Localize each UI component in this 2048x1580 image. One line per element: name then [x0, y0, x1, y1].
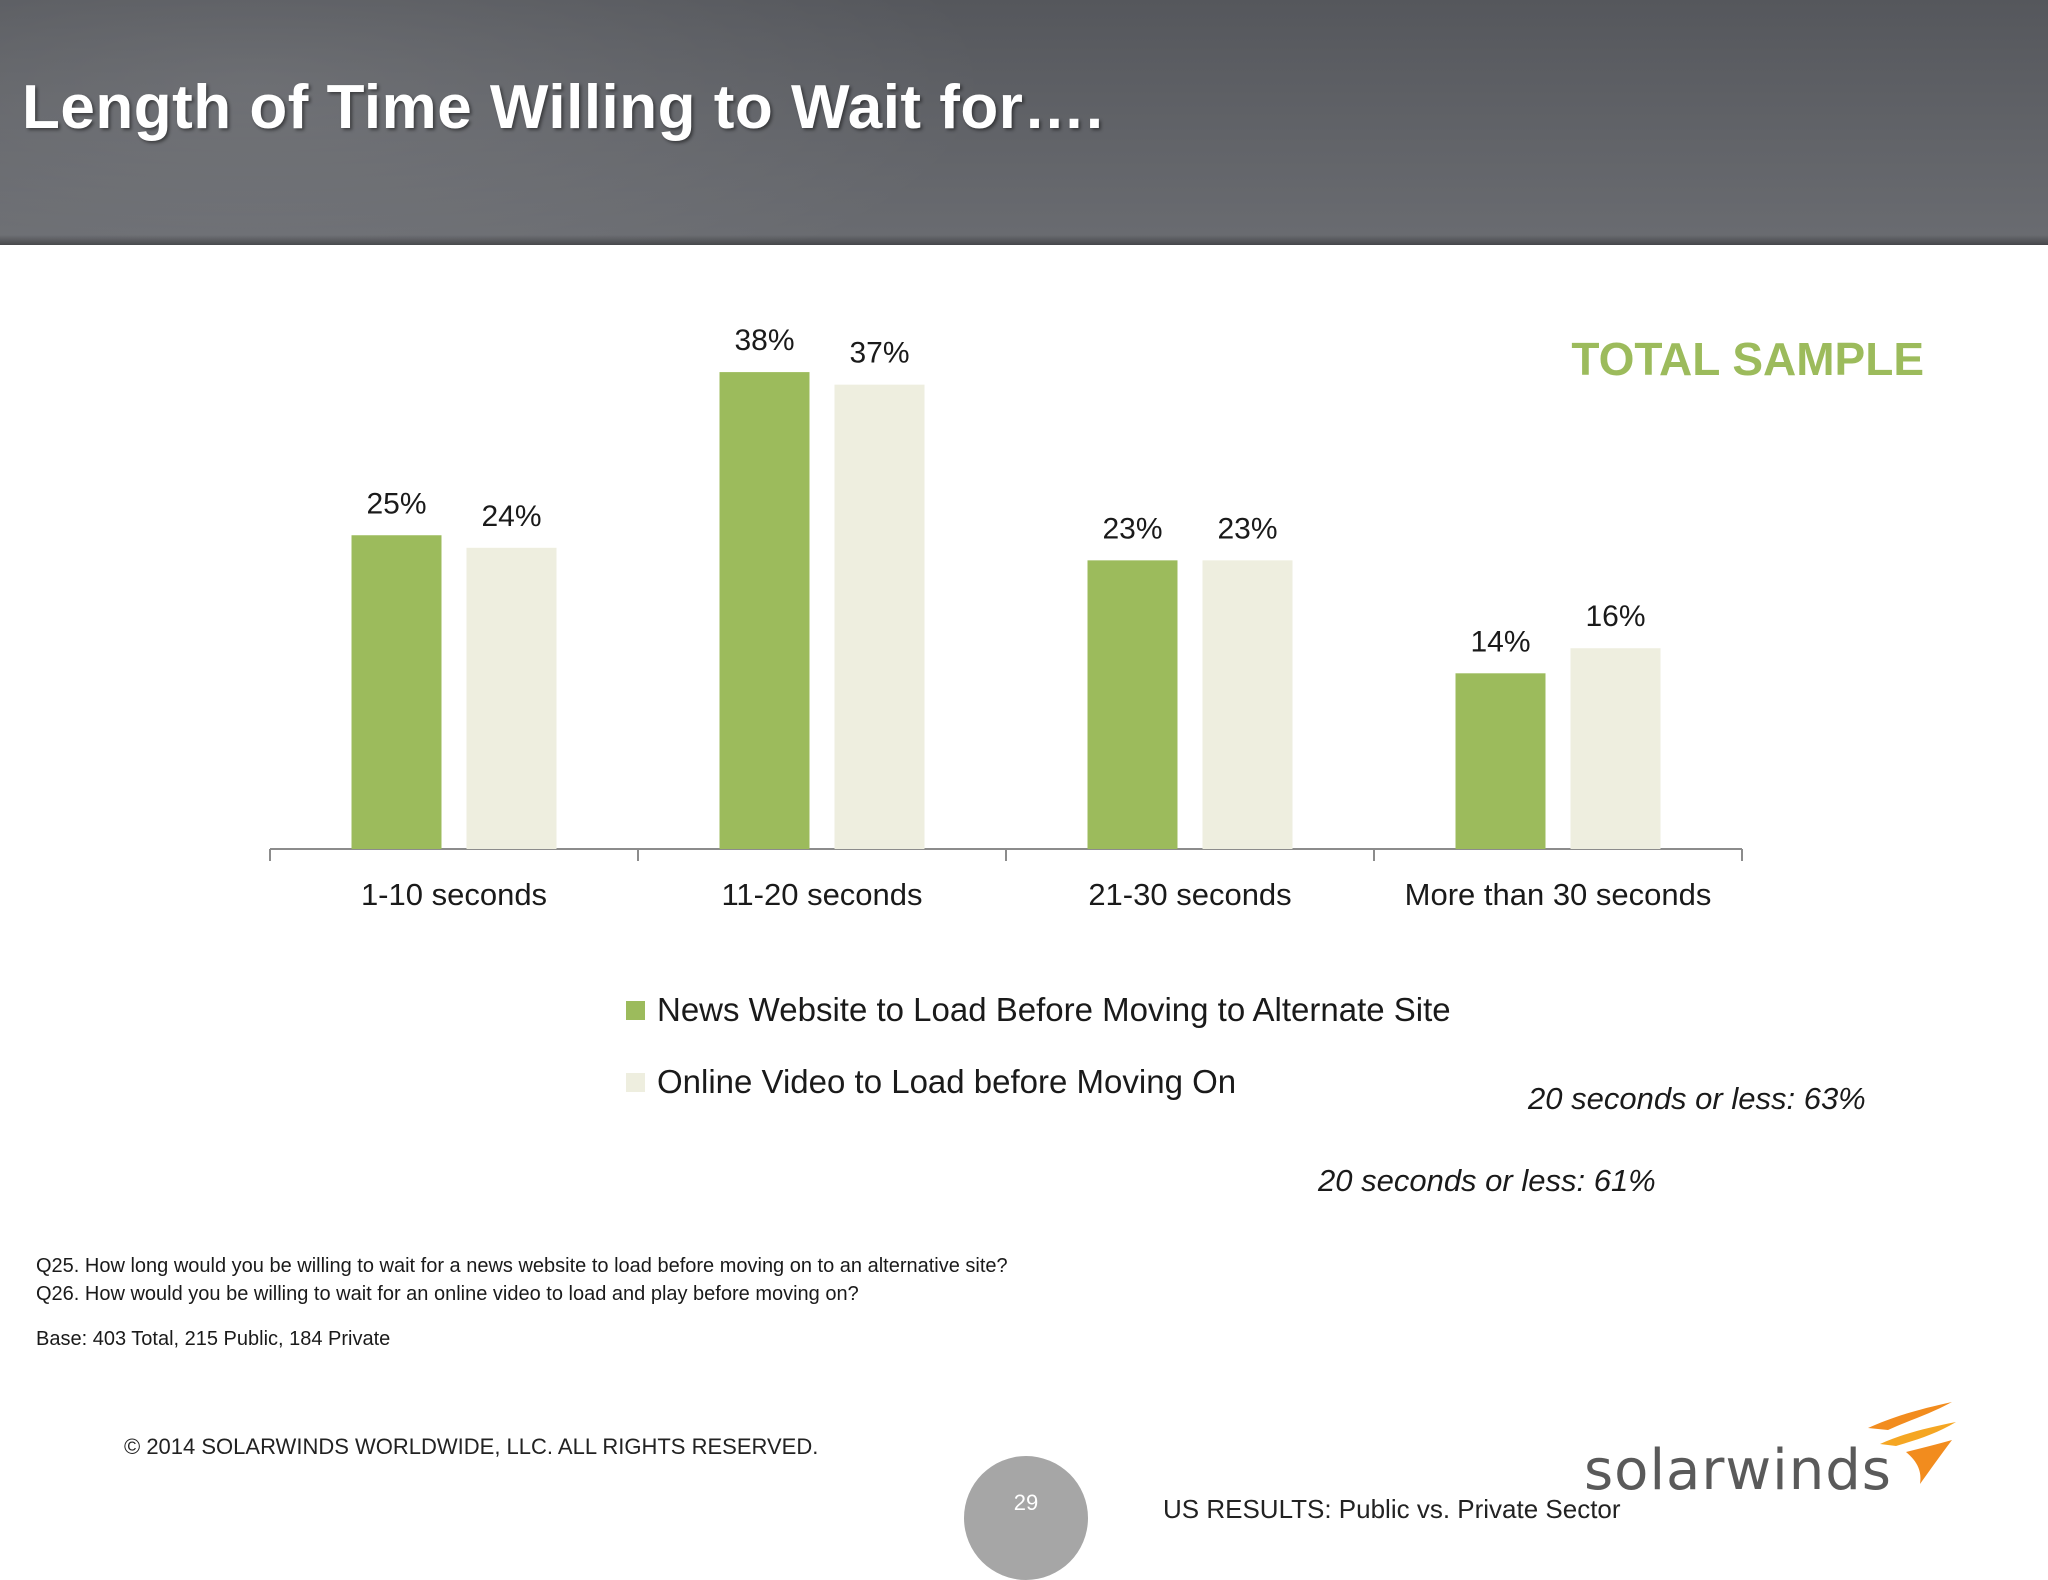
- legend-item-news-website: News Website to Load Before Moving to Al…: [626, 990, 1451, 1030]
- data-label: 37%: [849, 337, 909, 370]
- bar: [1202, 560, 1293, 849]
- page-title: Length of Time Willing to Wait for….: [22, 73, 1104, 142]
- bar-chart: 1-10 seconds 25% 24% 11-20 seconds 38% 37% 21-…: [269, 324, 1743, 912]
- data-label: 24%: [481, 500, 541, 533]
- legend-swatch-online-video: [626, 1072, 645, 1092]
- summary-note-news: 20 seconds or less: 63%: [1528, 1081, 1866, 1116]
- data-label: 25%: [366, 487, 426, 520]
- x-tick-label: More than 30 seconds: [1405, 877, 1712, 912]
- slide-header: Length of Time Willing to Wait for….: [0, 0, 2048, 245]
- solarwinds-flame-logo-icon: [1868, 1402, 1956, 1484]
- bar: [1570, 648, 1661, 849]
- legend-item-online-video: Online Video to Load before Moving On: [626, 1062, 1451, 1102]
- summary-note-video: 20 seconds or less: 61%: [1318, 1163, 1656, 1198]
- bar: [351, 535, 442, 849]
- legend-label-news-website: News Website to Load Before Moving to Al…: [657, 991, 1451, 1028]
- sample-label: TOTAL SAMPLE: [1571, 333, 1924, 385]
- question-q26: Q26. How would you be willing to wait fo…: [36, 1283, 859, 1305]
- data-label: 14%: [1470, 625, 1530, 658]
- sample-base: Base: 403 Total, 215 Public, 184 Private: [36, 1328, 391, 1350]
- x-tick-label: 11-20 seconds: [721, 877, 922, 912]
- x-tick-label: 1-10 seconds: [361, 877, 547, 912]
- page-number: 29: [964, 1456, 1088, 1580]
- footer-text: US RESULTS: Public vs. Private Sector: [1163, 1494, 1621, 1524]
- legend-swatch-news-website: [626, 1000, 645, 1020]
- data-label: 23%: [1217, 512, 1277, 545]
- data-label: 38%: [734, 324, 794, 357]
- solarwinds-logo: solarwinds: [1578, 1400, 1958, 1503]
- chart-legend: News Website to Load Before Moving to Al…: [626, 990, 1451, 1134]
- copyright-text: © 2014 SOLARWINDS WORLDWIDE, LLC. ALL RI…: [124, 1434, 819, 1459]
- data-label: 23%: [1102, 512, 1162, 545]
- x-tick-label: 21-30 seconds: [1088, 877, 1291, 912]
- logo-text: solarwinds: [1584, 1438, 1892, 1503]
- data-label: 16%: [1585, 600, 1645, 633]
- bar: [1087, 560, 1178, 849]
- bar: [466, 547, 557, 849]
- bar: [834, 384, 925, 849]
- legend-label-online-video: Online Video to Load before Moving On: [657, 1063, 1237, 1100]
- survey-questions: Q25. How long would you be willing to wa…: [36, 1252, 1008, 1308]
- bar: [1455, 673, 1546, 849]
- question-q25: Q25. How long would you be willing to wa…: [36, 1255, 1008, 1277]
- bar: [719, 372, 810, 849]
